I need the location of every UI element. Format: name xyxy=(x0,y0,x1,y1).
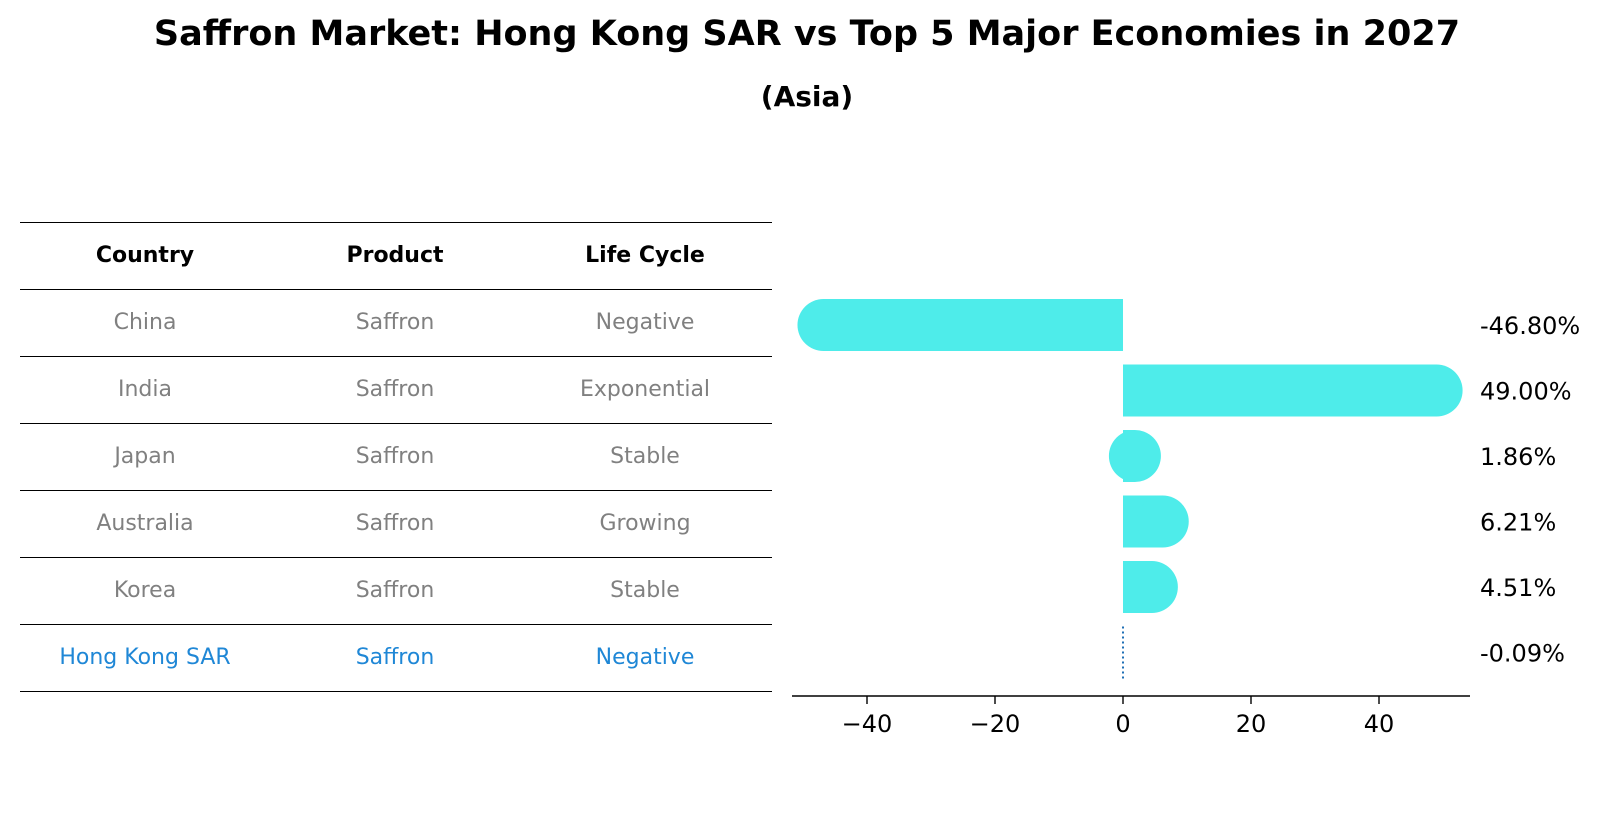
cell-life-cycle: Exponential xyxy=(579,377,711,402)
cell-country: India xyxy=(118,377,172,402)
x-tick-label-4: 40 xyxy=(1364,710,1395,738)
x-tick-label-3: 20 xyxy=(1236,710,1267,738)
cell-product: Saffron xyxy=(355,645,435,670)
table-row: India Saffron Exponential xyxy=(20,356,772,423)
bar-cap-1 xyxy=(1410,364,1463,417)
table-row: Japan Saffron Stable xyxy=(20,423,772,490)
chart-subtitle: (Asia) xyxy=(760,80,854,113)
cell-country: Japan xyxy=(114,444,176,469)
cell-product: Saffron xyxy=(355,578,435,603)
value-label-3: 6.21% xyxy=(1480,509,1556,537)
x-tick-label-0: −40 xyxy=(842,710,893,738)
table-header-row: Country Product Life Cycle xyxy=(20,222,772,289)
value-label-1: 49.00% xyxy=(1480,378,1572,406)
cell-life-cycle: Stable xyxy=(610,444,680,469)
table-row: Korea Saffron Stable xyxy=(20,557,772,624)
value-label-4: 4.51% xyxy=(1480,574,1556,602)
cell-life-cycle: Negative xyxy=(595,310,695,335)
cell-product: Saffron xyxy=(355,444,435,469)
cell-country: Korea xyxy=(113,578,177,603)
bar-1 xyxy=(1123,364,1437,417)
cell-country: Australia xyxy=(96,511,194,536)
header-country: Country xyxy=(95,243,195,268)
bar-cap-2 xyxy=(1108,430,1161,482)
bar-cap-4 xyxy=(1125,561,1178,613)
x-tick-label-1: −20 xyxy=(970,710,1021,738)
cell-product: Saffron xyxy=(355,310,435,335)
header-life-cycle: Life Cycle xyxy=(585,243,705,268)
cell-life-cycle: Growing xyxy=(599,511,691,536)
header-product: Product xyxy=(346,243,444,268)
table-row: Australia Saffron Growing xyxy=(20,490,772,557)
value-label-2: 1.86% xyxy=(1480,443,1556,471)
cell-product: Saffron xyxy=(355,511,435,536)
bar-cap-3 xyxy=(1136,495,1189,548)
cell-life-cycle: Stable xyxy=(610,578,680,603)
table-row-highlighted: Hong Kong SAR Saffron Negative xyxy=(20,624,772,692)
data-table: Country Product Life Cycle China Saffron… xyxy=(20,222,772,692)
cell-country: China xyxy=(113,310,177,335)
cell-life-cycle: Negative xyxy=(595,645,695,670)
bar-0 xyxy=(823,299,1123,351)
cell-country: Hong Kong SAR xyxy=(59,645,231,670)
chart-title: Saffron Market: Hong Kong SAR vs Top 5 M… xyxy=(153,14,1461,54)
value-label-5: -0.09% xyxy=(1480,640,1565,668)
value-label-0: -46.80% xyxy=(1480,312,1580,340)
x-tick-label-2: 0 xyxy=(1115,710,1130,738)
cell-product: Saffron xyxy=(355,377,435,402)
bar-cap-0 xyxy=(797,299,850,351)
table-row: China Saffron Negative xyxy=(20,289,772,356)
